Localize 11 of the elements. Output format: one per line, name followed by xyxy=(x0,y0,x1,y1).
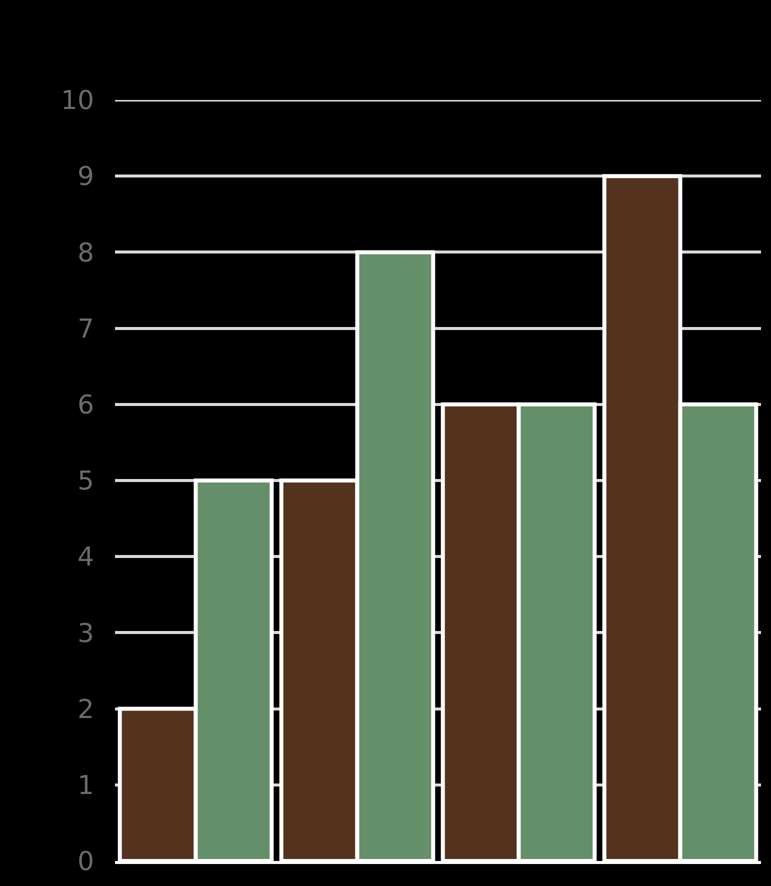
y-tick-label: 5 xyxy=(77,466,94,497)
y-tick-label: 7 xyxy=(77,314,94,344)
y-tick-label: 9 xyxy=(77,162,94,192)
y-tick-label: 1 xyxy=(77,771,94,801)
y-tick-label: 2 xyxy=(77,694,94,725)
y-tick-label: 10 xyxy=(60,86,94,116)
y-tick-label: 4 xyxy=(77,542,94,573)
y-tick-label: 8 xyxy=(77,238,94,268)
y-tick-label: 6 xyxy=(77,390,94,420)
y-tick-label: 0 xyxy=(77,847,94,878)
y-tick-label: 3 xyxy=(77,618,94,649)
